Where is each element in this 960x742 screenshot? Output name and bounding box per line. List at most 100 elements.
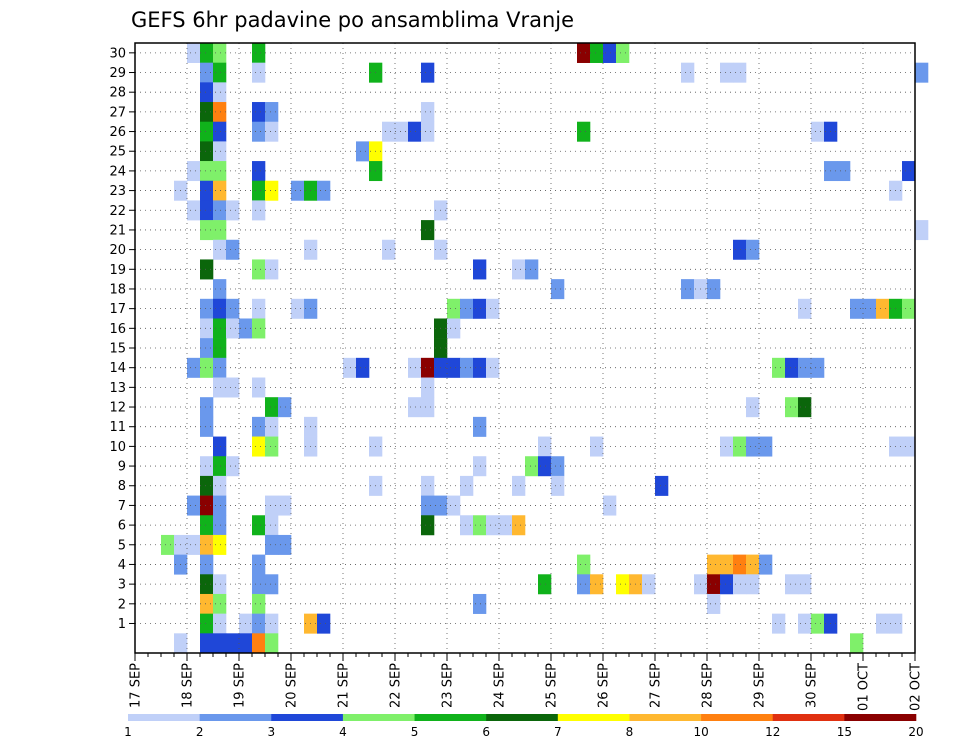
- y-tick-label: 24: [109, 164, 126, 179]
- legend-label: 12: [765, 725, 780, 739]
- y-tick-label: 21: [109, 223, 126, 238]
- precip-cell: [278, 534, 292, 555]
- precip-cell: [213, 43, 227, 63]
- precip-cell: [447, 318, 461, 339]
- precip-cell: [486, 515, 500, 536]
- precip-cell: [486, 357, 500, 378]
- precip-cell: [265, 534, 279, 555]
- precip-cell: [265, 613, 279, 634]
- precip-cell: [551, 456, 565, 477]
- precip-cell: [447, 357, 461, 378]
- precip-cell: [590, 574, 604, 595]
- precip-cell: [863, 298, 877, 319]
- precip-cell: [213, 436, 227, 457]
- precip-cell: [876, 298, 890, 319]
- precip-cell: [213, 495, 227, 516]
- precip-cell: [460, 515, 474, 536]
- precip-cell: [200, 397, 214, 418]
- precip-cell: [213, 102, 227, 123]
- y-tick-label: 11: [109, 420, 126, 435]
- legend-label: 4: [339, 725, 347, 739]
- y-axis: 1234567891011121314151617181920212223242…: [109, 46, 135, 632]
- precip-cell: [811, 121, 825, 142]
- precip-cell: [213, 456, 227, 477]
- precip-cell: [421, 102, 435, 123]
- precip-cell: [616, 43, 630, 63]
- y-tick-label: 2: [118, 597, 126, 612]
- precip-cell: [278, 397, 292, 418]
- precip-cell: [187, 200, 201, 221]
- precip-cell: [720, 62, 734, 83]
- precip-cell: [785, 574, 799, 595]
- precip-cell: [213, 593, 227, 614]
- precip-cell: [213, 515, 227, 536]
- precip-cell: [616, 574, 630, 595]
- precip-cell: [252, 377, 266, 398]
- precip-cell: [252, 200, 266, 221]
- precip-cell: [447, 298, 461, 319]
- x-tick-label: 30 SEP: [805, 663, 820, 708]
- precip-cell: [213, 141, 227, 162]
- precip-cell: [707, 574, 721, 595]
- x-tick-label: 02 OCT: [909, 663, 924, 711]
- precip-cell: [200, 62, 214, 83]
- precip-cell: [811, 613, 825, 634]
- precip-cell: [746, 436, 760, 457]
- precip-cell: [538, 456, 552, 477]
- y-tick-label: 27: [109, 105, 126, 120]
- precip-cell: [798, 357, 812, 378]
- legend-label: 20: [908, 725, 923, 739]
- precip-cell: [200, 121, 214, 142]
- y-tick-label: 18: [109, 282, 126, 297]
- x-tick-label: 18 SEP: [181, 663, 196, 708]
- x-tick-label: 28 SEP: [701, 663, 716, 708]
- legend-label: 10: [693, 725, 708, 739]
- precip-cell: [551, 475, 565, 496]
- precip-cell: [252, 259, 266, 280]
- precip-cell: [473, 298, 487, 319]
- y-tick-label: 14: [109, 361, 126, 376]
- y-tick-label: 15: [109, 342, 126, 357]
- precip-cell: [746, 397, 760, 418]
- precip-cell: [200, 180, 214, 201]
- color-legend: 1 2 3 4 5 6 7 8 10 12 15 20: [124, 714, 924, 739]
- precip-cell: [200, 574, 214, 595]
- precip-cell: [213, 62, 227, 83]
- legend-swatch: [128, 714, 200, 721]
- legend-swatch: [486, 714, 559, 721]
- y-tick-label: 20: [109, 243, 126, 258]
- precip-cell: [200, 633, 214, 654]
- precip-cell: [252, 318, 266, 339]
- precip-cell: [603, 495, 617, 516]
- precip-cell: [785, 357, 799, 378]
- legend-swatch: [271, 714, 344, 721]
- precip-cell: [213, 279, 227, 300]
- precip-cell: [252, 436, 266, 457]
- precip-cell: [213, 534, 227, 555]
- y-tick-label: 5: [118, 538, 126, 553]
- y-tick-label: 29: [109, 66, 126, 81]
- y-tick-label: 30: [109, 46, 126, 61]
- precip-cell: [837, 161, 851, 182]
- precip-cell: [798, 574, 812, 595]
- precip-cell: [733, 574, 747, 595]
- precip-cell: [252, 43, 266, 63]
- precip-cell: [473, 515, 487, 536]
- precip-cell: [174, 633, 188, 654]
- precip-cell: [200, 82, 214, 103]
- precip-cell: [707, 554, 721, 575]
- precip-cell: [200, 475, 214, 496]
- x-tick-label: 29 SEP: [753, 663, 768, 708]
- legend-swatch: [629, 714, 702, 721]
- precip-cell: [200, 259, 214, 280]
- precip-cell: [200, 613, 214, 634]
- precip-cell: [226, 377, 240, 398]
- precip-cell: [720, 554, 734, 575]
- y-tick-label: 25: [109, 145, 126, 160]
- precip-cell: [200, 318, 214, 339]
- precip-cell: [408, 121, 422, 142]
- precip-cell: [733, 554, 747, 575]
- precip-cell: [252, 62, 266, 83]
- precip-cell: [772, 357, 786, 378]
